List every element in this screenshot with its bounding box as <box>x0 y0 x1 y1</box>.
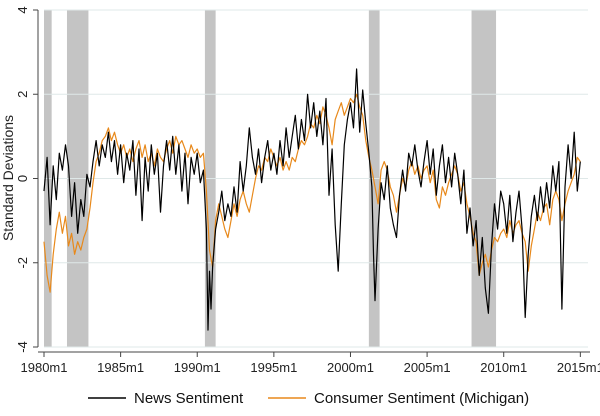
axes <box>37 10 590 353</box>
legend-label: Consumer Sentiment (Michigan) <box>314 390 529 407</box>
x-tick-label: 2000m1 <box>327 360 374 375</box>
x-tick-label: 1990m1 <box>174 360 221 375</box>
x-tick-label: 1985m1 <box>97 360 144 375</box>
gridlines <box>44 9 588 348</box>
y-tick-label: -4 <box>15 341 30 353</box>
x-tick-label: 2010m1 <box>480 360 527 375</box>
legend-label: News Sentiment <box>134 390 244 407</box>
x-tick-label: 2005m1 <box>404 360 451 375</box>
legend: News Sentiment Consumer Sentiment (Michig… <box>88 390 529 407</box>
ticks: -4 -2 0 2 4 1980m1 1985m1 1990m1 1995m1 2000m1 200… <box>15 6 600 375</box>
x-tick-label: 2015m1 <box>557 360 600 375</box>
y-tick-label: 2 <box>15 91 30 98</box>
y-tick-label: 4 <box>15 6 30 13</box>
y-axis-title: Standard Deviations <box>0 115 16 241</box>
series-line-news-sentiment <box>43 68 581 331</box>
y-tick-label: 0 <box>15 175 30 182</box>
y-tick-label: -2 <box>15 257 30 269</box>
x-tick-label: 1995m1 <box>250 360 297 375</box>
x-tick-label: 1980m1 <box>21 360 68 375</box>
series-lines <box>43 68 581 331</box>
